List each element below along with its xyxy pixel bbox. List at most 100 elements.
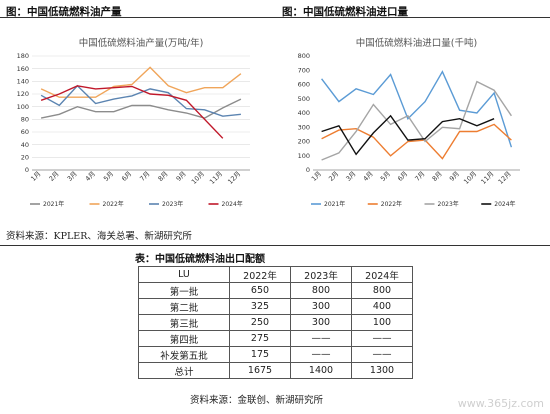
import-y-tick-label: 200 bbox=[298, 138, 310, 146]
table-cell: 400 bbox=[351, 298, 413, 315]
table-cell: 800 bbox=[351, 282, 413, 299]
production-y-tick-label: 40 bbox=[21, 141, 29, 149]
table-header-cell: 2023年 bbox=[290, 266, 352, 283]
production-x-tick-label: 7月 bbox=[138, 170, 151, 183]
production-x-tick-label: 10月 bbox=[190, 170, 206, 186]
production-x-tick-label: 12月 bbox=[226, 170, 242, 186]
production-chart: 中国低硫燃料油产量(万吨/年) 0 20 40 60 80 100 120 140 160 180 1… bbox=[17, 37, 250, 208]
import-legend-label: 2024年 bbox=[494, 200, 515, 208]
table-cell: —— bbox=[351, 330, 413, 347]
import-series-line-2024年 bbox=[321, 114, 495, 156]
import-x-tick-label: 11月 bbox=[479, 170, 495, 186]
production-x-tick-label: 8月 bbox=[156, 170, 169, 183]
table-header-row: LU 2022年 2023年 2024年 bbox=[138, 266, 413, 283]
import-x-tick-label: 1月 bbox=[310, 170, 323, 183]
production-y-tick-label: 60 bbox=[21, 128, 29, 136]
source-note-table: 资料来源：金联创、新湖研究所 bbox=[190, 395, 324, 406]
table-cell: 第一批 bbox=[138, 282, 230, 299]
table-cell: 1400 bbox=[290, 362, 352, 379]
import-x-tick-label: 4月 bbox=[362, 170, 375, 183]
production-y-tick-label: 100 bbox=[17, 103, 29, 111]
production-x-tick-label: 6月 bbox=[120, 170, 133, 183]
import-x-tick-label: 9月 bbox=[448, 170, 461, 183]
production-y-tick-label: 160 bbox=[17, 65, 29, 73]
table-cell: 175 bbox=[229, 346, 291, 363]
production-y-tick-label: 20 bbox=[21, 154, 29, 162]
production-x-tick-label: 1月 bbox=[29, 170, 42, 183]
production-legend-label: 2022年 bbox=[103, 200, 124, 208]
table-cell: 1675 bbox=[229, 362, 291, 379]
production-y-tick-label: 180 bbox=[17, 52, 29, 60]
table-cell: —— bbox=[351, 346, 413, 363]
production-y-tick-label: 140 bbox=[17, 78, 29, 86]
production-y-tick-label: 120 bbox=[17, 90, 29, 98]
table-cell: —— bbox=[290, 330, 352, 347]
table-header-cell: 2022年 bbox=[229, 266, 291, 283]
import-y-tick-label: 100 bbox=[298, 152, 310, 160]
table-cell: 1300 bbox=[351, 362, 413, 379]
table-cell: 650 bbox=[229, 282, 291, 299]
import-x-tick-label: 10月 bbox=[462, 170, 478, 186]
production-legend-label: 2023年 bbox=[162, 200, 183, 208]
table-row: 补发第五批 175 —— —— bbox=[138, 346, 413, 363]
table-row: 第一批 650 800 800 bbox=[138, 282, 413, 299]
table-cell: 275 bbox=[229, 330, 291, 347]
export-quota-table: LU 2022年 2023年 2024年 第一批 650 800 800 第二批 325 300 4… bbox=[138, 266, 413, 379]
watermark: www.365jz.com bbox=[457, 397, 544, 410]
table-cell: —— bbox=[290, 346, 352, 363]
import-x-tick-label: 3月 bbox=[344, 170, 357, 183]
table-cell: 100 bbox=[351, 314, 413, 331]
production-series-line-2021年 bbox=[40, 98, 242, 119]
table-cell: 300 bbox=[290, 298, 352, 315]
table-body: 第一批 650 800 800 第二批 325 300 400 第三批 250 300 100 第四批 2… bbox=[138, 282, 413, 379]
import-chart: 中国低硫燃料油进口量(千吨) 0 100 200 300 400 500 600 700 800 1… bbox=[298, 37, 520, 208]
production-chart-title: 中国低硫燃料油产量(万吨/年) bbox=[79, 37, 204, 49]
import-y-tick-label: 600 bbox=[298, 81, 310, 89]
table-cell: 325 bbox=[229, 298, 291, 315]
import-legend-label: 2023年 bbox=[438, 200, 459, 208]
table-cell: 250 bbox=[229, 314, 291, 331]
import-x-tick-label: 5月 bbox=[379, 170, 392, 183]
import-x-tick-label: 12月 bbox=[497, 170, 513, 186]
production-legend-label: 2024年 bbox=[222, 200, 243, 208]
table-cell: 总计 bbox=[138, 362, 230, 379]
table-header-cell: LU bbox=[138, 266, 230, 283]
import-series-line-2022年 bbox=[321, 123, 512, 160]
import-y-tick-label: 400 bbox=[298, 109, 310, 117]
import-legend-label: 2022年 bbox=[381, 200, 402, 208]
table-cell: 补发第五批 bbox=[138, 346, 230, 363]
table-row: 总计 1675 1400 1300 bbox=[138, 362, 413, 379]
import-series-line-2023年 bbox=[321, 80, 512, 161]
production-x-tick-label: 4月 bbox=[84, 170, 97, 183]
table-row: 第四批 275 —— —— bbox=[138, 330, 413, 347]
table-cell: 第四批 bbox=[138, 330, 230, 347]
figure1-label: 图：中国低硫燃料油产量 bbox=[6, 6, 122, 18]
table-cell: 第三批 bbox=[138, 314, 230, 331]
import-x-tick-label: 8月 bbox=[431, 170, 444, 183]
header-divider bbox=[0, 17, 550, 18]
production-x-tick-label: 5月 bbox=[102, 170, 115, 183]
import-chart-title: 中国低硫燃料油进口量(千吨) bbox=[356, 37, 477, 49]
table-cell: 第二批 bbox=[138, 298, 230, 315]
import-legend-label: 2021年 bbox=[324, 200, 345, 208]
production-x-tick-label: 9月 bbox=[175, 170, 188, 183]
production-x-tick-label: 11月 bbox=[208, 170, 224, 186]
production-y-tick-label: 80 bbox=[21, 116, 29, 124]
table-header-cell: 2024年 bbox=[351, 266, 413, 283]
production-y-tick-label: 0 bbox=[25, 166, 29, 174]
import-y-tick-label: 700 bbox=[298, 66, 310, 74]
import-y-tick-label: 300 bbox=[298, 123, 310, 131]
import-series-line-2021年 bbox=[321, 70, 513, 148]
table-cell: 800 bbox=[290, 282, 352, 299]
figure2-label: 图：中国低硫燃料油进口量 bbox=[282, 6, 408, 18]
production-series-line-2023年 bbox=[40, 84, 241, 117]
production-series-line-2022年 bbox=[40, 66, 242, 98]
table-cell: 300 bbox=[290, 314, 352, 331]
import-y-tick-label: 0 bbox=[306, 166, 310, 174]
import-y-tick-label: 500 bbox=[298, 95, 310, 103]
import-x-tick-label: 7月 bbox=[413, 170, 426, 183]
table-title: 表：中国低硫燃料油出口配额 bbox=[135, 254, 265, 265]
import-x-tick-label: 2月 bbox=[327, 170, 340, 183]
import-y-tick-label: 800 bbox=[298, 52, 310, 60]
production-x-tick-label: 3月 bbox=[66, 170, 79, 183]
